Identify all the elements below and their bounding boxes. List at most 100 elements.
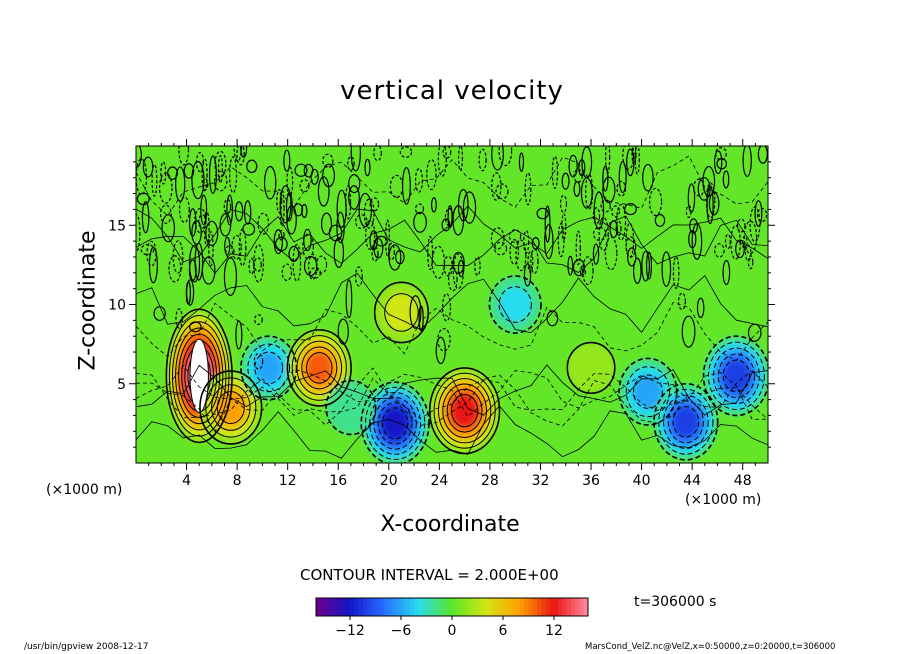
colorbar-swatch: [490, 598, 495, 616]
contour-line: [360, 381, 430, 463]
turbulence-contour: [276, 188, 283, 214]
turbulence-contour: [208, 155, 217, 194]
turbulence-contour: [498, 146, 513, 167]
turbulence-contour: [724, 233, 731, 250]
turbulence-contour: [401, 166, 411, 205]
field-blob: [451, 394, 478, 427]
contour-line: [306, 352, 333, 384]
field-blob: [326, 380, 376, 435]
turbulence-contour: [354, 266, 363, 287]
turbulence-contour: [661, 251, 672, 287]
turbulence-contour: [414, 168, 423, 193]
turbulence-contour: [178, 196, 190, 223]
turbulence-contour: [437, 146, 447, 177]
field-blob: [499, 286, 532, 323]
colorbar-swatch: [367, 598, 372, 616]
colorbar-swatch: [571, 598, 576, 616]
colorbar-swatch: [541, 598, 546, 616]
contour-line: [384, 293, 419, 332]
turbulence-contour: [178, 146, 190, 166]
turbulence-contour: [240, 146, 248, 158]
colorbar-swatch: [409, 598, 415, 616]
contour-line: [291, 335, 347, 401]
contour-line: [663, 394, 709, 449]
turbulence-contour: [654, 213, 666, 227]
turbulence-contour: [681, 315, 696, 348]
turbulence-contour: [426, 158, 437, 191]
turbulence-contour: [544, 224, 554, 260]
colorbar-swatch: [316, 598, 321, 616]
turbulence-contour: [493, 241, 508, 256]
colorbar-swatch: [545, 598, 551, 616]
turbulence-contour: [452, 253, 464, 290]
turbulence-contour: [223, 257, 238, 297]
colorbar-swatch: [430, 598, 436, 616]
turbulence-contour: [441, 293, 452, 322]
turbulence-contour: [263, 165, 277, 200]
turbulence-contour: [515, 239, 527, 272]
turbulence-contour: [299, 179, 310, 193]
turbulence-contour: [604, 236, 618, 271]
turbulence-contour: [286, 166, 294, 197]
field-blob: [633, 375, 663, 409]
colorbar-swatch: [328, 598, 334, 616]
colorbar-swatch: [324, 598, 330, 616]
turbulence-contour: [624, 203, 637, 216]
turbulence-contour: [278, 229, 285, 241]
turbulence-contour: [345, 185, 352, 220]
colorbar-swatch: [566, 598, 572, 616]
turbulence-contour: [136, 192, 150, 206]
zero-contour: [136, 215, 768, 274]
contour-line: [488, 275, 542, 334]
x-tick-label: 40: [633, 473, 651, 489]
colorbar-swatch: [494, 598, 500, 616]
colorbar-swatch: [371, 598, 376, 616]
turbulence-contour: [615, 220, 622, 237]
turbulence-contour: [491, 146, 504, 171]
x-tick-label: 36: [582, 473, 600, 489]
contour-line: [437, 378, 492, 444]
field-blob: [723, 359, 750, 392]
turbulence-contour: [214, 150, 227, 178]
contour-line: [707, 341, 765, 411]
colorbar-swatch: [532, 598, 538, 616]
colorbar-swatch: [358, 598, 364, 616]
time-label: t=306000 s: [634, 594, 717, 610]
contour-line: [633, 374, 663, 409]
x-axis: 4 8 12 16 20 24 28 32 36 40 44 48: [148, 139, 756, 489]
colorbar-swatch: [575, 598, 580, 616]
x-tick-label: 8: [233, 473, 242, 489]
colorbar-swatch: [503, 598, 508, 616]
turbulence-contour: [598, 216, 609, 252]
contour-interval: CONTOUR INTERVAL = 2.000E+00: [300, 566, 559, 584]
turbulence-contour: [281, 263, 293, 282]
x-tick-label: 44: [683, 473, 701, 489]
turbulence-contour: [722, 170, 730, 189]
colorbar-swatch: [337, 598, 342, 616]
y-unit-label: (×1000 m): [685, 492, 762, 508]
turbulence-contour: [474, 256, 481, 276]
colorbar-swatch: [486, 598, 491, 616]
field-blob: [254, 352, 283, 384]
turbulence-contour: [369, 197, 380, 212]
turbulence-contour: [347, 156, 355, 171]
contour-line: [199, 370, 263, 445]
turbulence-contour: [301, 203, 308, 218]
turbulence-contour: [742, 146, 752, 178]
colorbar-swatch: [507, 598, 512, 616]
contour-line: [667, 400, 704, 444]
turbulence-contour: [618, 161, 627, 194]
turbulence-contour: [175, 166, 186, 202]
colorbar-swatch: [443, 598, 449, 616]
turbulence-contour: [561, 213, 567, 241]
turbulence-contour: [283, 149, 291, 172]
contour-line: [498, 286, 532, 323]
contour-line: [373, 281, 430, 344]
turbulence-contour: [580, 177, 593, 209]
colorbar-swatch: [426, 598, 432, 616]
turbulence-contour: [573, 168, 583, 183]
zero-contour: [136, 365, 768, 418]
colorbar-swatch: [350, 598, 355, 616]
field-blob: [382, 407, 408, 439]
turbulence-contour: [413, 211, 427, 233]
